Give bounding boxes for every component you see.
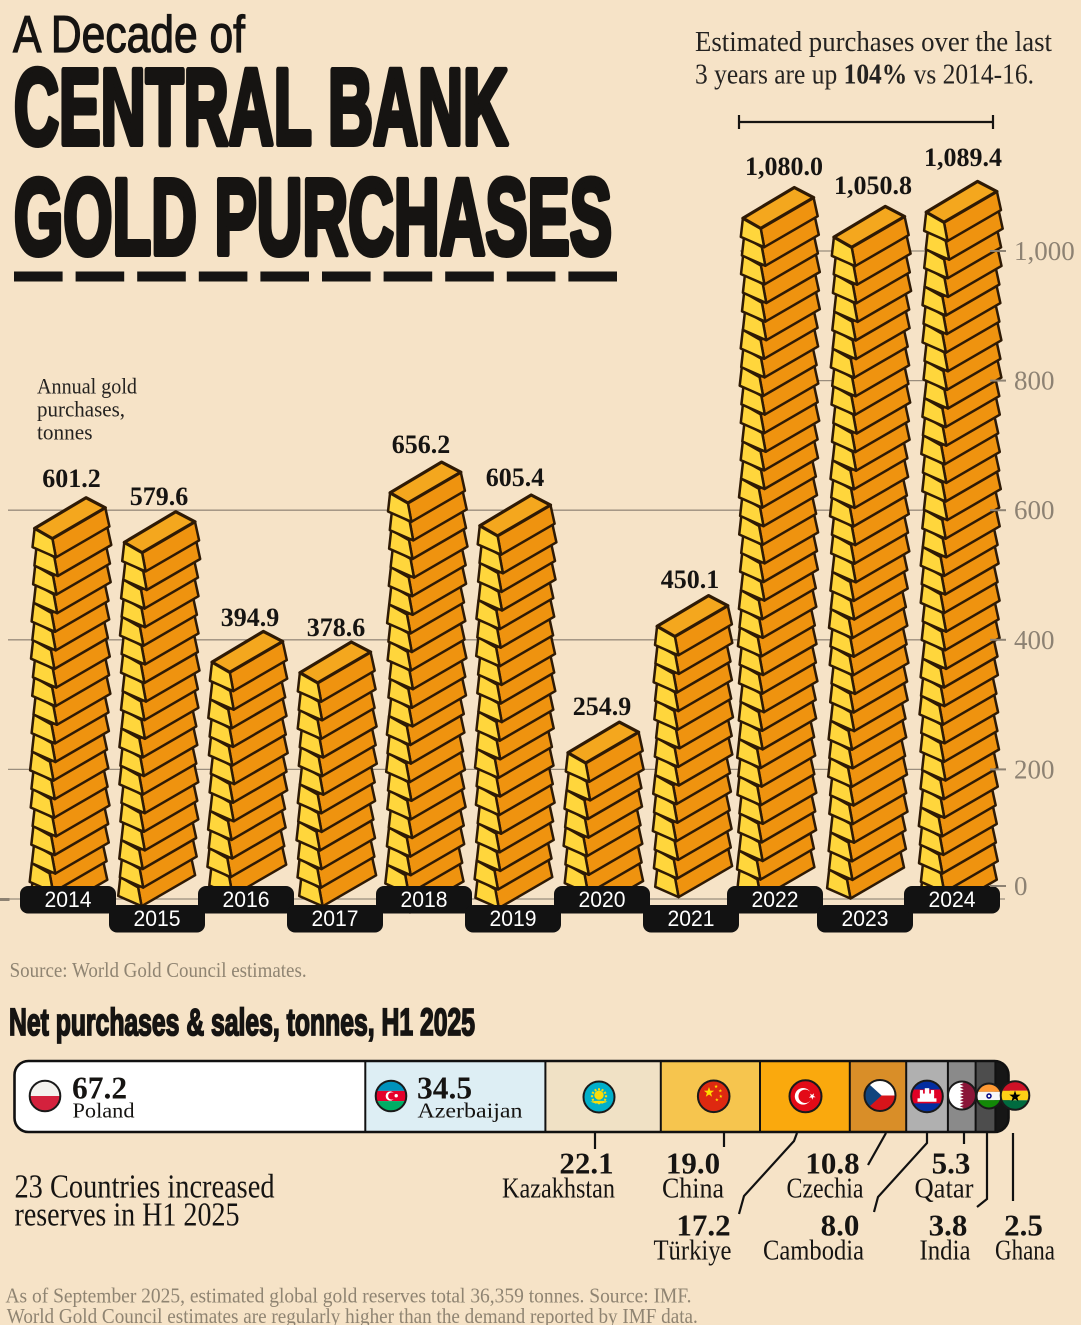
svg-text:1,089.4: 1,089.4 bbox=[924, 143, 1002, 172]
svg-text:3 years are up 104% vs 2014-16: 3 years are up 104% vs 2014-16. bbox=[695, 60, 1034, 91]
svg-text:19.0: 19.0 bbox=[666, 1145, 720, 1180]
svg-text:656.2: 656.2 bbox=[392, 430, 451, 459]
svg-text:Estimated purchases over the l: Estimated purchases over the last bbox=[695, 27, 1052, 58]
svg-text:CENTRAL BANK: CENTRAL BANK bbox=[14, 46, 508, 167]
svg-text:2022: 2022 bbox=[752, 887, 799, 912]
svg-text:tonnes: tonnes bbox=[37, 419, 93, 444]
svg-text:67.2: 67.2 bbox=[72, 1071, 127, 1106]
svg-text:2.5: 2.5 bbox=[1004, 1208, 1043, 1243]
svg-text:India: India bbox=[920, 1235, 971, 1267]
svg-text:10.8: 10.8 bbox=[805, 1145, 859, 1180]
svg-text:400: 400 bbox=[1014, 625, 1055, 655]
svg-text:Czechia: Czechia bbox=[787, 1172, 864, 1204]
svg-text:600: 600 bbox=[1014, 495, 1055, 525]
svg-text:2017: 2017 bbox=[312, 906, 359, 931]
svg-text:Annual gold: Annual gold bbox=[37, 374, 137, 399]
svg-text:reserves in H1 2025: reserves in H1 2025 bbox=[15, 1197, 240, 1234]
svg-text:1,080.0: 1,080.0 bbox=[745, 152, 823, 181]
svg-text:1,000: 1,000 bbox=[1014, 236, 1075, 266]
svg-text:378.6: 378.6 bbox=[307, 613, 366, 642]
svg-text:2015: 2015 bbox=[134, 906, 181, 931]
svg-text:601.2: 601.2 bbox=[42, 464, 101, 493]
svg-text:22.1: 22.1 bbox=[559, 1145, 613, 1180]
svg-text:605.4: 605.4 bbox=[486, 463, 545, 492]
svg-text:2023: 2023 bbox=[842, 906, 889, 931]
svg-text:As of September 2025, estimate: As of September 2025, estimated global g… bbox=[6, 1284, 692, 1308]
svg-text:800: 800 bbox=[1014, 366, 1055, 396]
svg-text:Kazakhstan: Kazakhstan bbox=[502, 1172, 615, 1204]
svg-text:17.2: 17.2 bbox=[676, 1208, 730, 1243]
svg-text:Net purchases & sales, tonnes,: Net purchases & sales, tonnes, H1 2025 bbox=[9, 1002, 475, 1044]
svg-text:2024: 2024 bbox=[929, 887, 976, 912]
svg-text:Poland: Poland bbox=[73, 1099, 135, 1123]
svg-text:34.5: 34.5 bbox=[417, 1071, 472, 1106]
svg-text:purchases,: purchases, bbox=[37, 396, 125, 421]
svg-text:8.0: 8.0 bbox=[821, 1208, 860, 1243]
svg-text:Qatar: Qatar bbox=[915, 1172, 974, 1204]
svg-text:1,050.8: 1,050.8 bbox=[834, 171, 912, 200]
svg-text:579.6: 579.6 bbox=[130, 482, 189, 511]
svg-text:Cambodia: Cambodia bbox=[763, 1235, 864, 1267]
svg-text:Türkiye: Türkiye bbox=[654, 1235, 732, 1267]
svg-text:0: 0 bbox=[1014, 871, 1028, 901]
svg-text:World Gold Council estimates a: World Gold Council estimates are regular… bbox=[7, 1304, 698, 1325]
svg-text:394.9: 394.9 bbox=[221, 603, 280, 632]
svg-text:5.3: 5.3 bbox=[932, 1145, 971, 1180]
svg-text:2019: 2019 bbox=[490, 906, 537, 931]
svg-text:2020: 2020 bbox=[579, 887, 626, 912]
svg-text:A Decade of: A Decade of bbox=[13, 6, 245, 64]
svg-text:254.9: 254.9 bbox=[573, 692, 632, 721]
svg-text:2014: 2014 bbox=[45, 887, 92, 912]
svg-text:200: 200 bbox=[1014, 754, 1055, 784]
svg-text:2021: 2021 bbox=[668, 906, 715, 931]
svg-text:China: China bbox=[662, 1172, 724, 1204]
svg-text:450.1: 450.1 bbox=[661, 565, 720, 594]
svg-text:Azerbaijan: Azerbaijan bbox=[418, 1099, 523, 1123]
svg-text:Source: World Gold Council est: Source: World Gold Council estimates. bbox=[10, 958, 307, 982]
svg-text:GOLD PURCHASES: GOLD PURCHASES bbox=[14, 156, 612, 277]
svg-text:Ghana: Ghana bbox=[995, 1235, 1055, 1267]
svg-text:3.8: 3.8 bbox=[929, 1208, 968, 1243]
svg-text:2016: 2016 bbox=[223, 887, 270, 912]
svg-text:23 Countries increased: 23 Countries increased bbox=[15, 1168, 275, 1205]
svg-text:2018: 2018 bbox=[401, 887, 448, 912]
